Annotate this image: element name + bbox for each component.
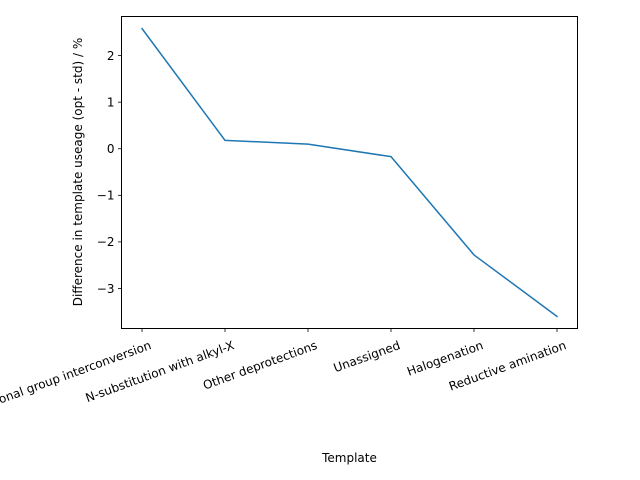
y-tick-label: −1: [97, 189, 115, 203]
y-tick-label: −3: [97, 282, 115, 296]
y-tick-label: −2: [97, 235, 115, 249]
x-axis-label: Template: [321, 451, 377, 465]
x-tick-label: N-substitution with alkyl-X: [84, 338, 236, 405]
x-tick-label: Unassigned: [332, 338, 402, 375]
y-tick-label: 0: [107, 142, 115, 156]
axes-frame: [121, 16, 578, 329]
y-axis-label: Difference in template useage (opt - std…: [71, 38, 85, 306]
y-axis-ticks: 2 1 0 −1 −2 −3: [97, 49, 122, 296]
x-axis-ticks: Other functional group interconversionN-…: [0, 328, 568, 431]
y-tick-label: 2: [107, 49, 115, 63]
series-line-0: [140, 27, 559, 318]
plot-area: [140, 27, 559, 318]
y-tick-label: 1: [107, 95, 115, 109]
